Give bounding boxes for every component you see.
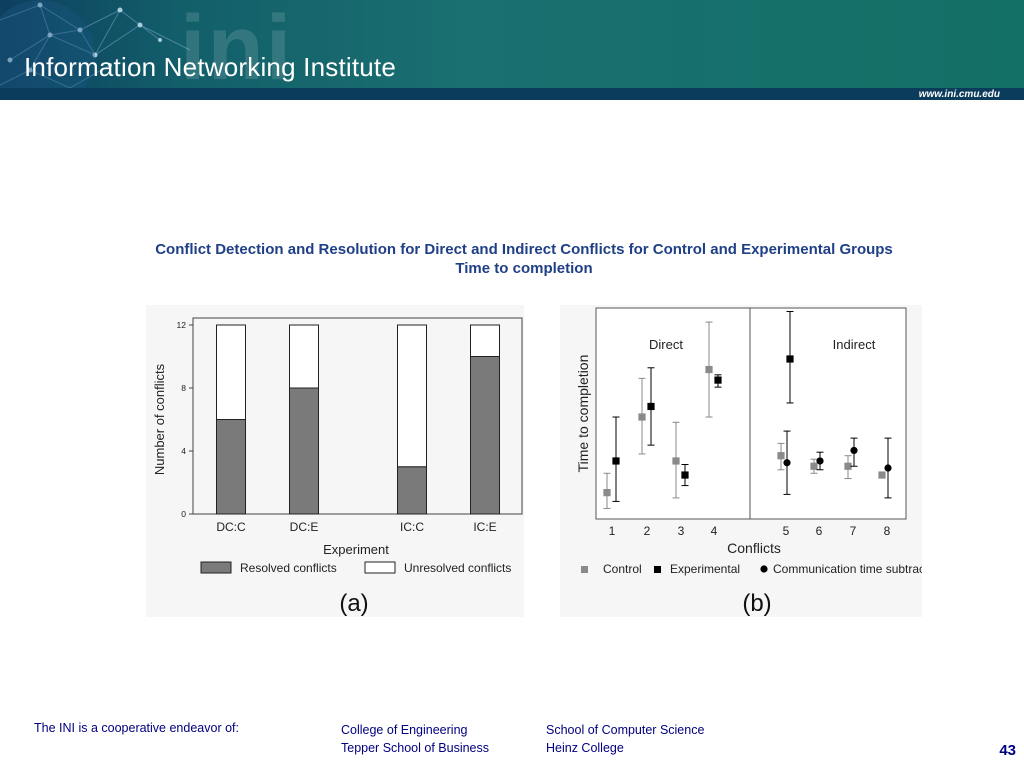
footer-lead: The INI is a cooperative endeavor of:	[34, 721, 239, 735]
x-tick-label: 3	[678, 524, 685, 538]
url-bar: www.ini.cmu.edu	[0, 88, 1024, 100]
x-tick-label: 6	[816, 524, 823, 538]
legend-label-control: Control	[603, 562, 642, 576]
footer-heinz: Heinz College	[546, 741, 624, 755]
x-tick-label: 5	[783, 524, 790, 538]
point-control	[705, 365, 713, 374]
point-control	[844, 462, 852, 470]
legend-marker-communication	[760, 565, 768, 573]
ini-logo: ini	[180, 0, 294, 99]
title-line-2: Time to completion	[455, 260, 593, 277]
y-axis-label: Number of conflicts	[152, 363, 167, 475]
point-experimental	[714, 376, 722, 384]
point-control	[777, 452, 785, 460]
point-control	[810, 462, 818, 470]
legend-label-unresolved: Unresolved conflicts	[404, 561, 511, 575]
title-line-1: Conflict Detection and Resolution for Di…	[155, 241, 893, 258]
y-tick-label: 12	[177, 320, 187, 330]
x-tick-label: 7	[850, 524, 857, 538]
x-tick-label: 4	[711, 524, 718, 538]
x-axis-label: Conflicts	[727, 540, 781, 556]
point-experimental	[612, 457, 620, 465]
point-communication-time-subtracted	[783, 459, 791, 467]
bar-resolved-ic-c	[397, 466, 427, 515]
point-communication-time-subtracted	[816, 457, 824, 465]
bar-resolved-dc-e	[289, 387, 319, 515]
panel-label-b: (b)	[742, 590, 771, 617]
panel-label-a: (a)	[339, 590, 368, 617]
point-communication-time-subtracted	[850, 446, 858, 455]
x-tick-label: IC:C	[400, 520, 424, 534]
y-axis-label: Time to completion	[575, 355, 591, 473]
x-tick-label: 8	[884, 524, 891, 538]
legend-marker-experimental	[654, 566, 661, 573]
network-graphic	[0, 0, 191, 100]
slide-title: Conflict Detection and Resolution for Di…	[0, 240, 1024, 278]
point-control	[603, 489, 611, 497]
legend-swatch-unresolved	[364, 561, 396, 574]
x-tick-label: DC:E	[290, 520, 319, 534]
header-banner: ini Information Networking Institute www…	[0, 0, 1024, 100]
point-communication-time-subtracted	[884, 464, 892, 472]
legend-marker-control	[581, 566, 588, 573]
y-tick-label: 4	[181, 446, 186, 456]
footer-col-1: College of Engineering Tepper School of …	[341, 721, 489, 757]
bar-unresolved-ic-e	[470, 324, 500, 357]
footer-college-eng: College of Engineering	[341, 723, 468, 737]
chart-b-plot-frame	[595, 307, 907, 520]
legend-label-communication-1: Communication time subtracted	[773, 562, 922, 576]
institute-name: Information Networking Institute	[24, 52, 397, 82]
legend-swatch-resolved	[200, 561, 232, 574]
group-label-direct: Direct	[649, 337, 683, 352]
bar-resolved-dc-c	[216, 419, 246, 515]
point-experimental	[786, 355, 794, 363]
chart-b: Direct Indirect 1 2 3 4 5 6 7 8 Conflicts Time to c…	[560, 305, 922, 617]
point-experimental	[681, 471, 689, 479]
bar-resolved-ic-e	[470, 356, 500, 515]
point-control	[638, 413, 646, 421]
point-experimental	[647, 402, 655, 411]
y-tick-label: 8	[181, 383, 186, 393]
legend-label-resolved: Resolved conflicts	[240, 561, 337, 575]
x-tick-label: 2	[644, 524, 651, 538]
x-axis-label: Experiment	[323, 542, 389, 557]
chart-a-plot-frame	[192, 317, 523, 515]
x-tick-label: DC:C	[216, 520, 246, 534]
bar-unresolved-dc-c	[216, 324, 246, 420]
bar-unresolved-dc-e	[289, 324, 319, 389]
point-control	[672, 457, 680, 465]
group-label-indirect: Indirect	[833, 337, 876, 352]
page-number: 43	[999, 742, 1016, 759]
x-tick-label: IC:E	[473, 520, 496, 534]
x-tick-label: 1	[609, 524, 616, 538]
footer-scs: School of Computer Science	[546, 723, 705, 737]
bar-unresolved-ic-c	[397, 324, 427, 468]
chart-a: 0 4 8 12 DC:C DC:E IC:C IC:E Experiment Number of…	[146, 305, 524, 617]
website-url[interactable]: www.ini.cmu.edu	[918, 89, 1000, 100]
point-control	[878, 471, 886, 479]
footer-tepper: Tepper School of Business	[341, 741, 490, 755]
y-tick-label: 0	[181, 509, 186, 519]
footer-col-2: School of Computer Science Heinz College	[546, 721, 704, 757]
legend-label-experimental: Experimental	[670, 562, 740, 576]
